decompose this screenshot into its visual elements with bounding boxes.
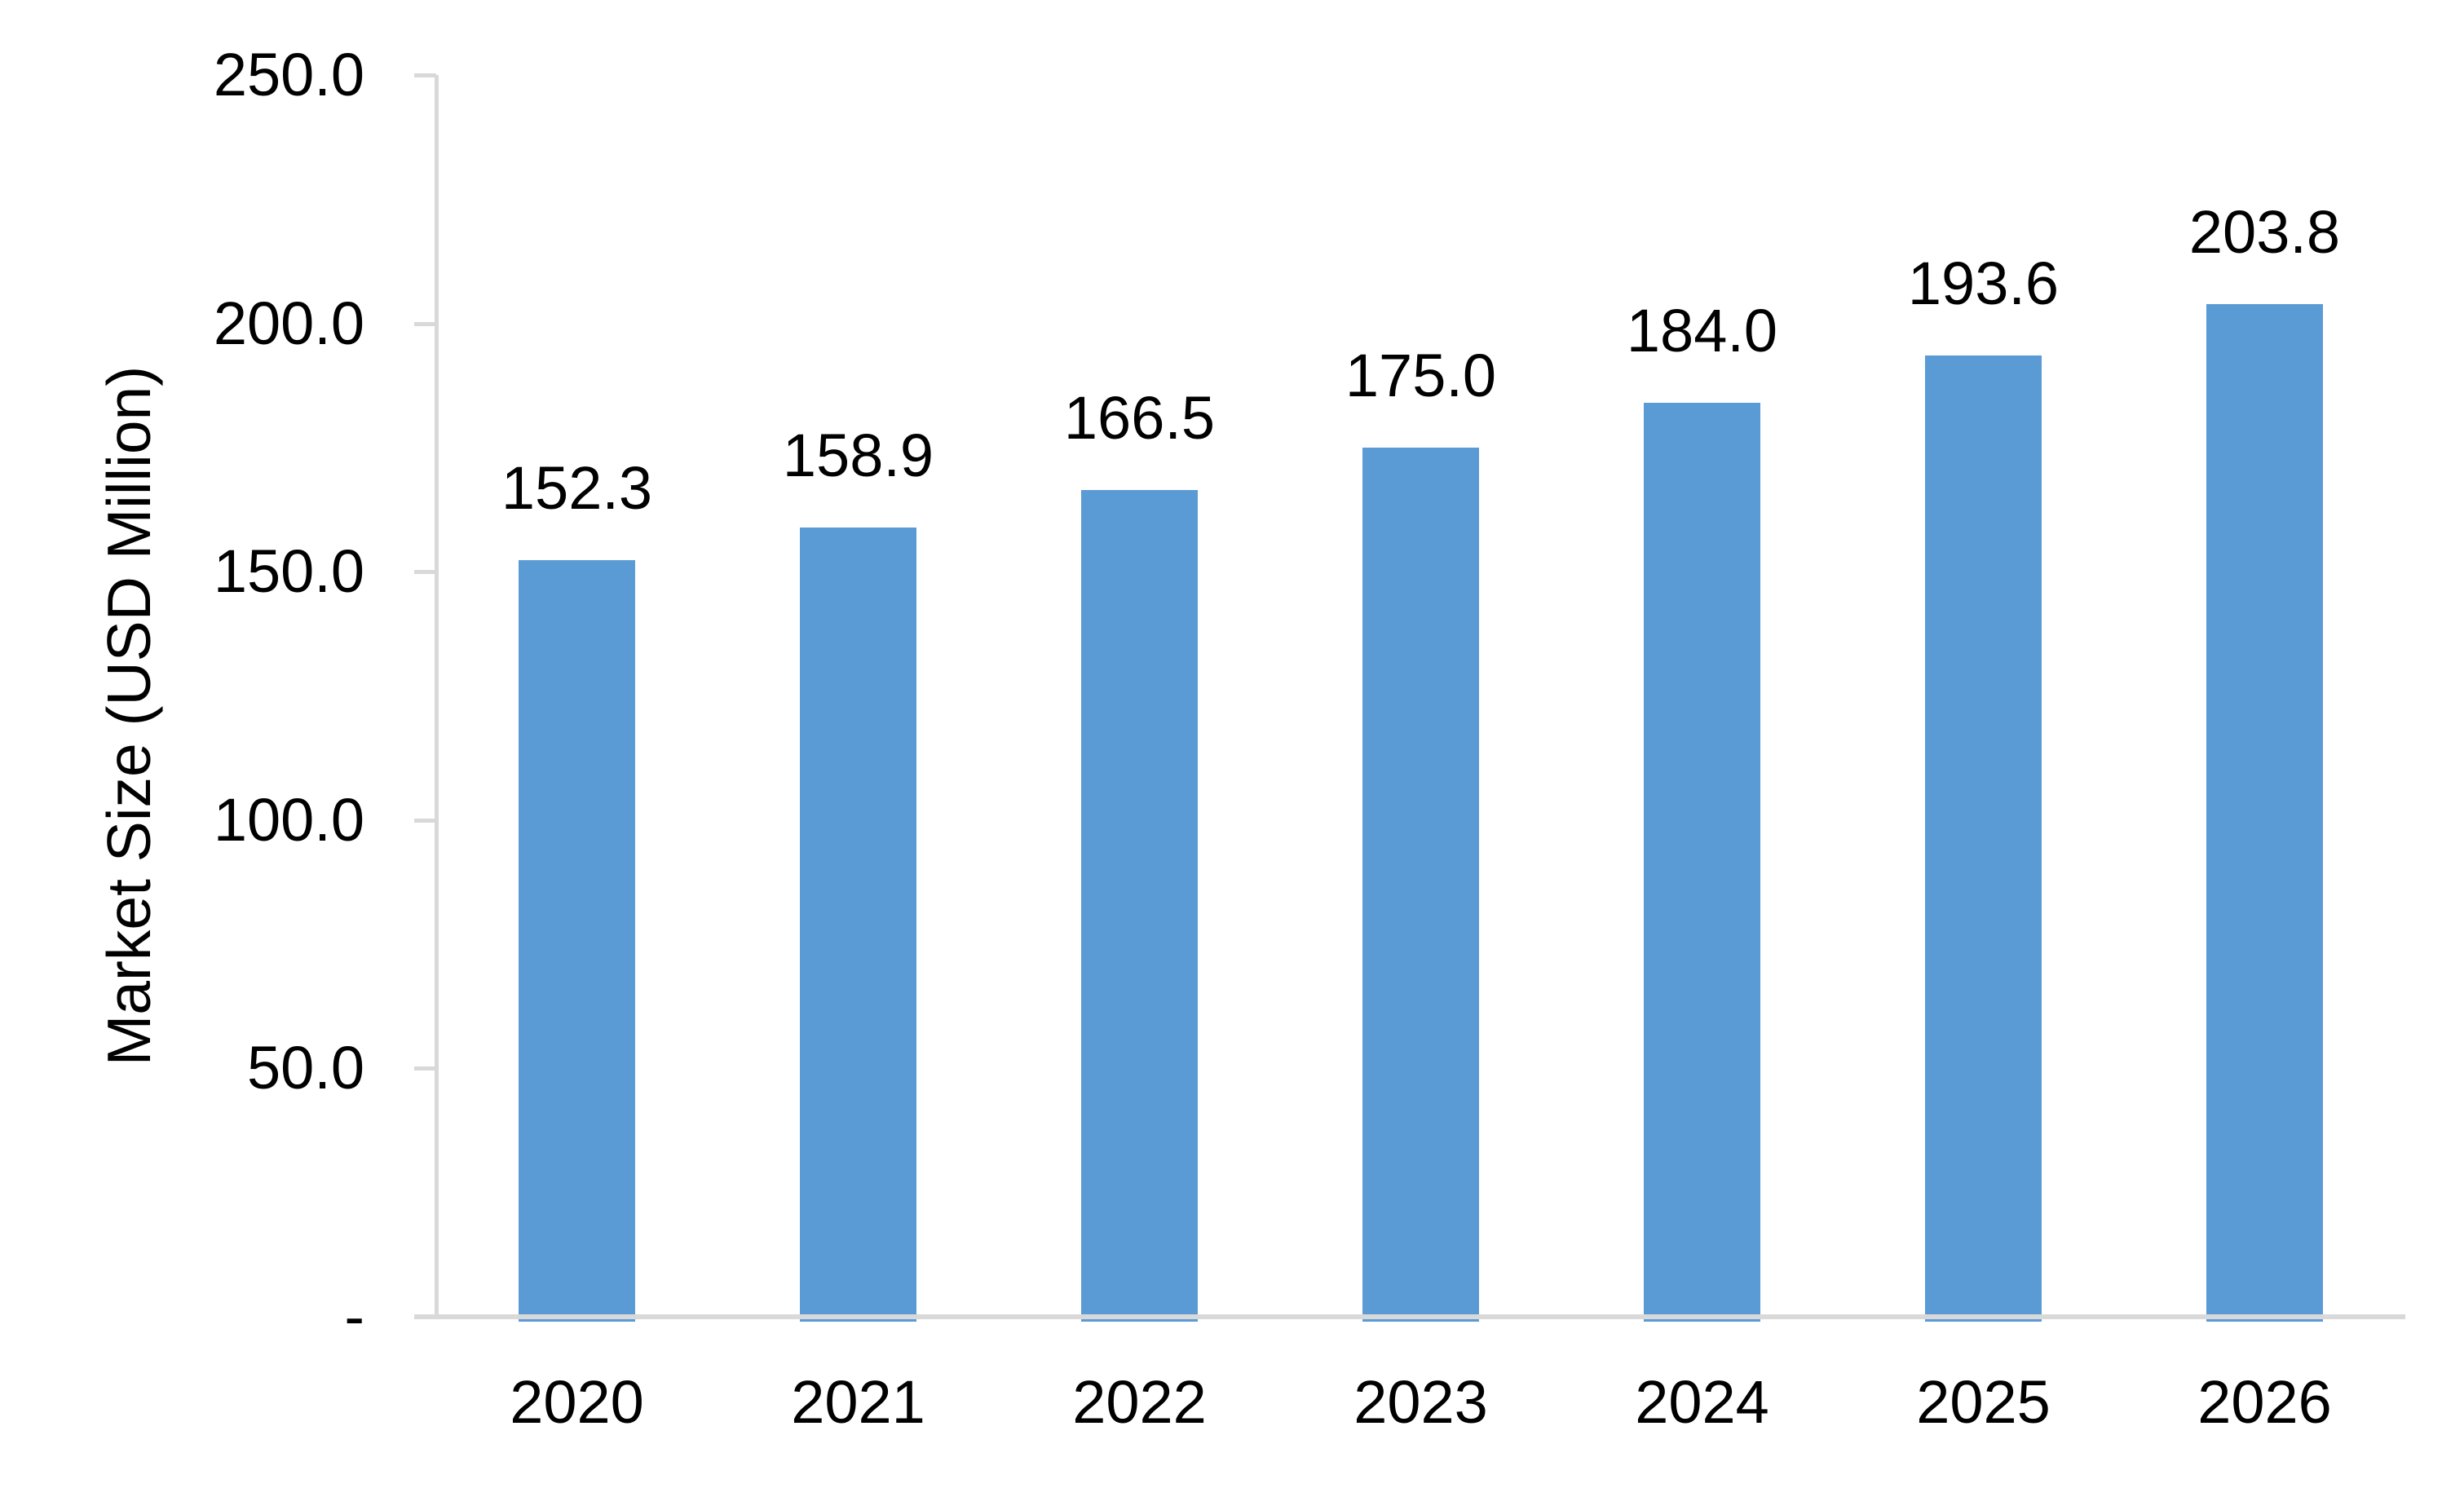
y-axis-title: Market Size (USD Million) — [95, 365, 163, 1066]
y-tick-mark — [414, 322, 436, 326]
bar — [1924, 355, 2042, 1322]
x-tick-label: 2022 — [1072, 1368, 1207, 1436]
bar — [1362, 448, 1479, 1322]
y-tick-label: 50.0 — [246, 1034, 364, 1102]
x-tick-label: 2023 — [1353, 1368, 1488, 1436]
x-tick-label: 2025 — [1916, 1368, 2051, 1436]
y-tick-label: 150.0 — [213, 537, 364, 605]
x-tick-label: 2020 — [510, 1368, 644, 1436]
bar — [518, 560, 635, 1322]
y-tick-label: 100.0 — [213, 786, 364, 854]
bar-value-label: 203.8 — [2188, 198, 2341, 266]
bar-value-label: 166.5 — [1063, 384, 1216, 452]
bar — [1080, 490, 1198, 1322]
bar — [2206, 304, 2323, 1322]
bar — [799, 528, 916, 1322]
y-tick-label: - — [344, 1283, 364, 1350]
bar-value-label: 158.9 — [782, 422, 934, 489]
x-tick-label: 2024 — [1635, 1368, 1769, 1436]
y-tick-label: 200.0 — [213, 289, 364, 357]
bar-value-label: 184.0 — [1626, 297, 1778, 364]
y-axis-line — [435, 75, 439, 1319]
x-tick-label: 2021 — [791, 1368, 925, 1436]
x-tick-label: 2026 — [2197, 1368, 2332, 1436]
bar — [1643, 403, 1760, 1322]
y-tick-label: 250.0 — [213, 41, 364, 108]
bar-value-label: 193.6 — [1907, 249, 2060, 317]
y-tick-mark — [414, 819, 436, 823]
bar-value-label: 152.3 — [501, 454, 653, 522]
bar-value-label: 175.0 — [1345, 342, 1497, 409]
x-axis-line — [414, 1314, 2405, 1319]
y-tick-mark — [414, 570, 436, 574]
y-tick-mark — [414, 73, 436, 77]
y-tick-mark — [414, 1066, 436, 1071]
